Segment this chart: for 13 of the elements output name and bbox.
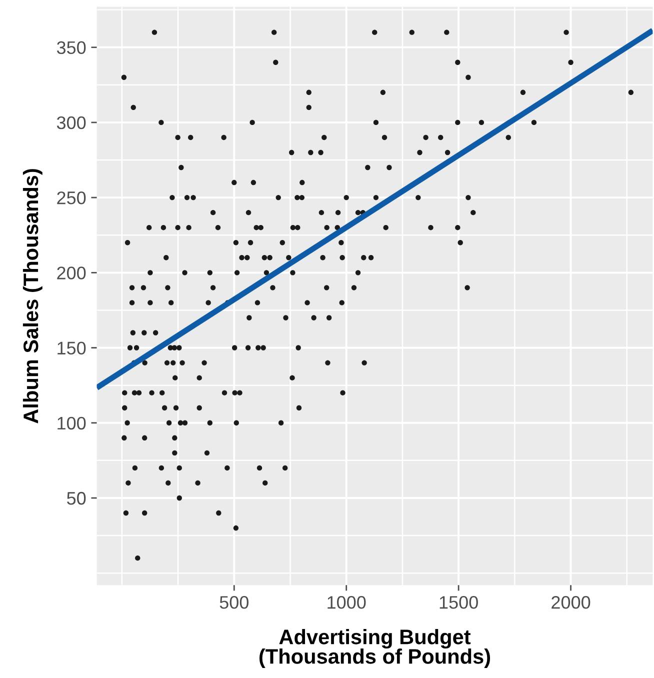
- x-tick-label: 1500: [440, 596, 478, 609]
- x-tick-label: 1000: [328, 596, 366, 609]
- y-tick-label: 250: [57, 191, 86, 204]
- y-tick-label: 50: [67, 492, 86, 505]
- y-axis-title: Album Sales (Thousands): [22, 169, 42, 424]
- x-tick-label: 2000: [552, 596, 590, 609]
- y-tick-label: 200: [57, 266, 86, 280]
- y-tick-label: 150: [58, 342, 86, 354]
- x-tick-label: 500: [220, 596, 248, 609]
- x-axis-title: Advertising Budget (Thousands of Pounds): [259, 629, 490, 668]
- y-tick-label: 350: [56, 41, 86, 54]
- y-tick-label: 300: [56, 116, 86, 130]
- y-tick-label: 100: [58, 416, 86, 430]
